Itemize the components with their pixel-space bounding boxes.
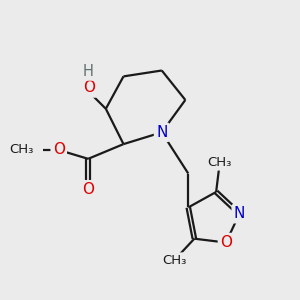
Text: O: O [82,182,94,197]
Text: O: O [220,235,232,250]
Text: CH₃: CH₃ [208,156,232,169]
Text: N: N [234,206,245,221]
Text: CH₃: CH₃ [9,143,34,157]
Text: O: O [83,80,95,95]
Text: CH₃: CH₃ [162,254,187,267]
Text: O: O [53,142,65,158]
Text: H: H [83,64,94,79]
Text: N: N [156,125,167,140]
